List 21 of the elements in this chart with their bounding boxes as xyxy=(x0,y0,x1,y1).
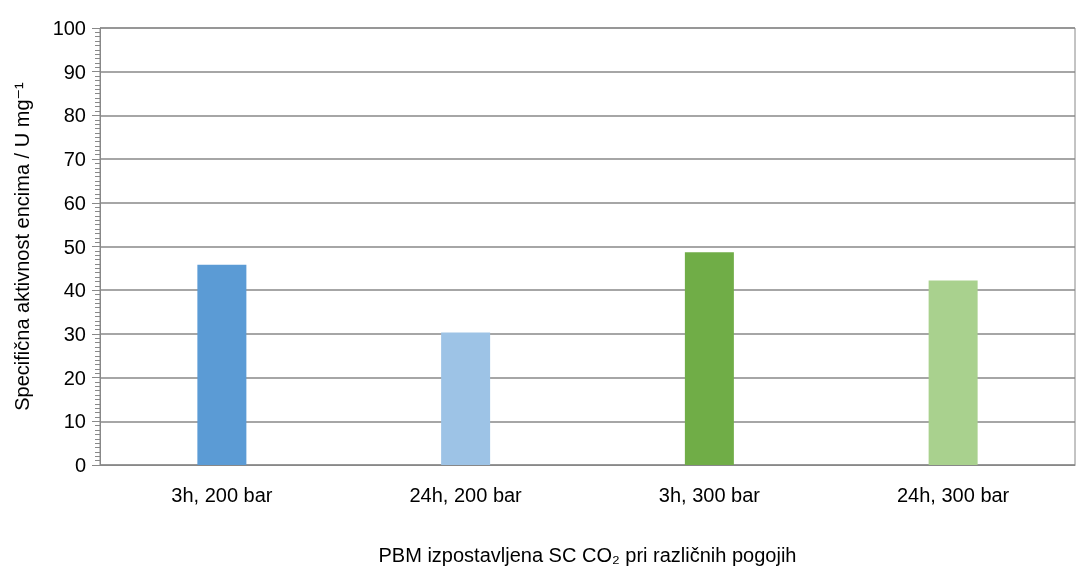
y-tick-label: 50 xyxy=(63,235,86,258)
y-tick-label: 40 xyxy=(63,279,86,302)
y-tick-label: 70 xyxy=(63,148,86,171)
bar xyxy=(684,252,734,465)
y-tick-label: 0 xyxy=(74,454,86,476)
y-tick-label: 20 xyxy=(63,366,86,389)
x-tick-label: 24h, 200 bar xyxy=(409,484,523,506)
bar xyxy=(197,264,247,465)
y-tick-label: 90 xyxy=(63,60,86,83)
x-tick-label: 24h, 300 bar xyxy=(896,484,1010,506)
x-axis-title: PBM izpostavljena SC CO₂ pri različnih pogojih xyxy=(378,544,797,566)
bar xyxy=(928,280,978,465)
y-axis-title: Specifična aktivnost encima / U mg⁻¹ xyxy=(11,81,33,411)
x-tick-label: 3h, 200 bar xyxy=(171,484,273,506)
x-tick-label: 3h, 300 bar xyxy=(658,484,761,506)
y-tick-label: 100 xyxy=(52,17,86,39)
y-tick-label: 80 xyxy=(63,104,86,127)
bar xyxy=(441,332,491,465)
y-tick-label: 10 xyxy=(63,410,86,433)
y-tick-label: 60 xyxy=(63,191,86,214)
y-tick-label: 30 xyxy=(63,322,86,345)
